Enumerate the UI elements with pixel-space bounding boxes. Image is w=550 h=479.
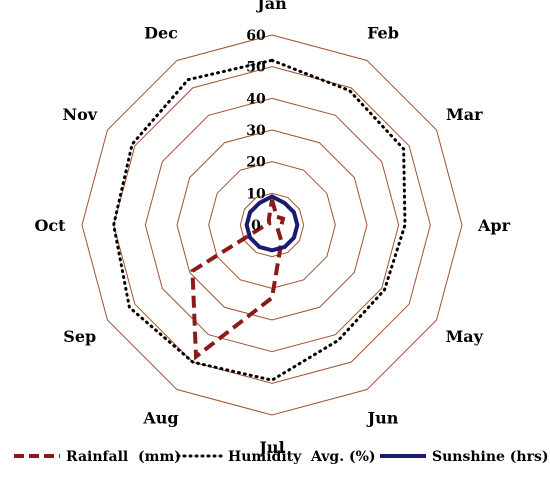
grid-ring-40 xyxy=(144,97,400,353)
tick-label: 10 xyxy=(246,186,266,202)
grid-ring-20 xyxy=(208,161,336,289)
grid-layer xyxy=(81,34,463,416)
tick-label: 30 xyxy=(246,123,266,139)
grid-ring-30 xyxy=(176,129,368,321)
series-layer xyxy=(112,58,407,382)
month-label-sep: Sep xyxy=(63,327,96,346)
month-label-mar: Mar xyxy=(446,105,483,124)
month-label-aug: Aug xyxy=(142,408,178,427)
month-label-may: May xyxy=(446,327,484,346)
tick-label: 20 xyxy=(246,155,266,171)
month-label-dec: Dec xyxy=(144,24,178,43)
month-label-jul: Jul xyxy=(257,438,284,457)
month-label-feb: Feb xyxy=(367,24,399,43)
month-label-oct: Oct xyxy=(34,216,66,235)
series-line-0 xyxy=(190,199,286,361)
month-label-jan: Jan xyxy=(255,0,287,13)
tick-layer: 0 10 20 30 40 50 60 xyxy=(246,28,266,234)
grid-ring-60 xyxy=(81,34,463,416)
legend-label-0: Rainfall (mm) xyxy=(66,449,181,465)
grid-ring-50 xyxy=(113,66,431,384)
tick-label: 50 xyxy=(246,60,266,76)
grid-ring-10 xyxy=(239,192,305,258)
month-label-nov: Nov xyxy=(62,105,97,124)
legend-label-2: Sunshine (hrs) xyxy=(432,449,549,465)
month-label-apr: Apr xyxy=(477,216,511,235)
series-line-2 xyxy=(244,194,300,253)
tick-label: 40 xyxy=(246,91,266,107)
legend: Rainfall (mm) Humidity Avg. (%) Sunshine (… xyxy=(14,449,549,465)
tick-label: 0 xyxy=(251,218,261,234)
month-label-jun: Jun xyxy=(366,408,399,427)
series-line-1 xyxy=(112,58,407,382)
legend-label-1: Humidity Avg. (%) xyxy=(228,449,376,465)
month-layer: Jan Feb Mar Apr May Jun Jul Aug Sep Oct Nov Dec xyxy=(34,0,510,457)
tick-label: 60 xyxy=(246,28,266,44)
